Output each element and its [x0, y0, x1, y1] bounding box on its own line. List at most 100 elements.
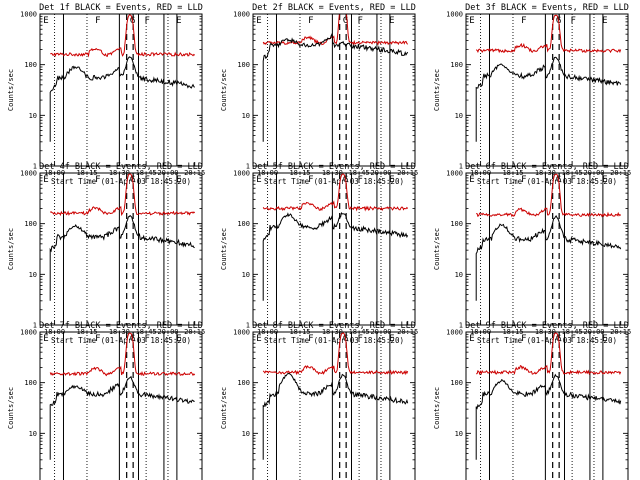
y-tick-label: 1000	[20, 11, 37, 19]
y-tick-label: 100	[24, 220, 37, 228]
events-series-line	[475, 373, 622, 460]
plot-frame	[39, 331, 203, 480]
lld-series-line	[262, 14, 409, 46]
region-label: F	[570, 334, 575, 344]
detector-panel-5: Det 5f BLACK = Events, RED = LLD11010010…	[220, 162, 418, 345]
y-tick-label: 1000	[233, 11, 250, 19]
y-axis-label: Counts/sec	[7, 387, 15, 429]
y-tick-label: 10	[242, 271, 250, 279]
panel-title: Det 8f BLACK = Events, RED = LLD	[252, 321, 416, 331]
region-label: F	[357, 175, 362, 185]
y-tick-label: 10	[29, 112, 37, 120]
x-axis-label: Start Time (01-Apr-03 18:45:20)	[477, 177, 617, 186]
events-series-line	[49, 214, 195, 301]
events-series-line	[49, 56, 195, 142]
y-axis-label: Counts/sec	[220, 387, 228, 429]
panel-title: Det 2f BLACK = Events, RED = LLD	[252, 3, 416, 13]
lld-series-line	[49, 332, 196, 377]
y-axis-label: Counts/sec	[7, 69, 15, 111]
lld-series-line	[49, 173, 196, 217]
region-label: E	[602, 175, 607, 185]
y-axis-label: Counts/sec	[7, 228, 15, 270]
region-label: F	[521, 334, 526, 344]
lld-series-line	[50, 14, 196, 58]
panel-title: Det 4f BLACK = Events, RED = LLD	[39, 162, 203, 172]
region-label: F	[570, 16, 575, 26]
y-tick-label: 1	[33, 163, 37, 171]
region-label: F	[95, 175, 100, 185]
region-label: E	[469, 16, 474, 26]
events-series-line	[262, 211, 409, 301]
y-tick-label: 10	[242, 430, 250, 438]
y-tick-label: 1000	[233, 170, 250, 178]
y-tick-label: 1000	[20, 329, 37, 337]
y-tick-label: 100	[237, 220, 250, 228]
x-axis-label: Start Time (01-Apr-03 18:45:20)	[264, 177, 404, 186]
events-series-line	[262, 32, 409, 142]
panel-title: Det 3f BLACK = Events, RED = LLD	[465, 3, 629, 13]
y-tick-label: 1000	[446, 329, 463, 337]
lld-series-line	[476, 332, 622, 376]
region-label: E	[602, 334, 607, 344]
region-label: E	[43, 16, 48, 26]
detector-panel-1: Det 1f BLACK = Events, RED = LLD 1 10 100 10…	[7, 3, 205, 186]
plot-frame	[252, 331, 416, 480]
y-axis-label: Counts/sec	[433, 69, 441, 111]
plot-frame	[39, 13, 203, 167]
plot-frame	[39, 172, 203, 326]
y-tick-label: 10	[455, 430, 463, 438]
y-tick-label: 100	[24, 379, 37, 387]
region-label: F	[308, 175, 313, 185]
region-label: F	[144, 175, 149, 185]
lld-series-line	[262, 173, 409, 212]
region-label: F	[357, 334, 362, 344]
plot-frame	[252, 13, 416, 167]
y-tick-label: 100	[237, 61, 250, 69]
panel-title: Det 5f BLACK = Events, RED = LLD	[252, 162, 416, 172]
detector-panel-3: Det 3f BLACK = Events, RED = LLD 1 10 100 10…	[433, 3, 631, 186]
region-label: G	[343, 16, 348, 26]
region-label: E	[389, 16, 394, 26]
y-axis-label: Counts/sec	[433, 387, 441, 429]
x-axis-label: Start Time (01-Apr-03 18:45:20)	[477, 336, 617, 345]
y-tick-label: 100	[450, 61, 463, 69]
plot-frame	[465, 172, 629, 326]
y-tick-label: 100	[237, 379, 250, 387]
region-label: F	[521, 175, 526, 185]
y-tick-label: 1	[459, 322, 463, 330]
y-tick-label: 1	[459, 163, 463, 171]
events-series-line	[49, 375, 195, 460]
y-tick-label: 1	[246, 163, 250, 171]
x-axis-label: Start Time (01-Apr-03 18:45:20)	[51, 177, 191, 186]
region-label: E	[43, 175, 48, 185]
region-label: E	[256, 175, 261, 185]
x-axis-label: Start Time (01-Apr-03 18:45:20)	[264, 336, 404, 345]
region-label: F	[95, 334, 100, 344]
y-tick-label: 10	[242, 112, 250, 120]
region-label: E	[176, 16, 181, 26]
region-label: F	[521, 16, 526, 26]
x-axis-label: Start Time (01-Apr-03 18:45:20)	[51, 336, 191, 345]
plot-frame	[465, 331, 629, 480]
y-tick-label: 1	[33, 322, 37, 330]
y-tick-label: 100	[24, 61, 37, 69]
y-axis-label: Counts/sec	[220, 228, 228, 270]
region-label: F	[144, 16, 149, 26]
panel-title: Det 1f BLACK = Events, RED = LLD	[39, 3, 203, 13]
plot-frame	[252, 172, 416, 326]
y-tick-label: 1	[246, 322, 250, 330]
events-series-line	[475, 214, 622, 301]
region-label: F	[308, 16, 313, 26]
detector-panel-6: Det 6f BLACK = Events, RED = LLD11010010…	[433, 162, 631, 345]
y-tick-label: 10	[455, 271, 463, 279]
y-tick-label: 1000	[446, 170, 463, 178]
region-label: F	[95, 16, 100, 26]
detector-panel-2: Det 2f BLACK = Events, RED = LLD 1 10 100 10…	[220, 3, 418, 186]
region-label: F	[357, 16, 362, 26]
y-tick-label: 1000	[233, 329, 250, 337]
panel-title: Det 6f BLACK = Events, RED = LLD	[465, 162, 629, 172]
region-label: E	[176, 175, 181, 185]
panel-title: Det 9f BLACK = Events, RED = LLD	[465, 321, 629, 331]
region-label: E	[602, 16, 607, 26]
